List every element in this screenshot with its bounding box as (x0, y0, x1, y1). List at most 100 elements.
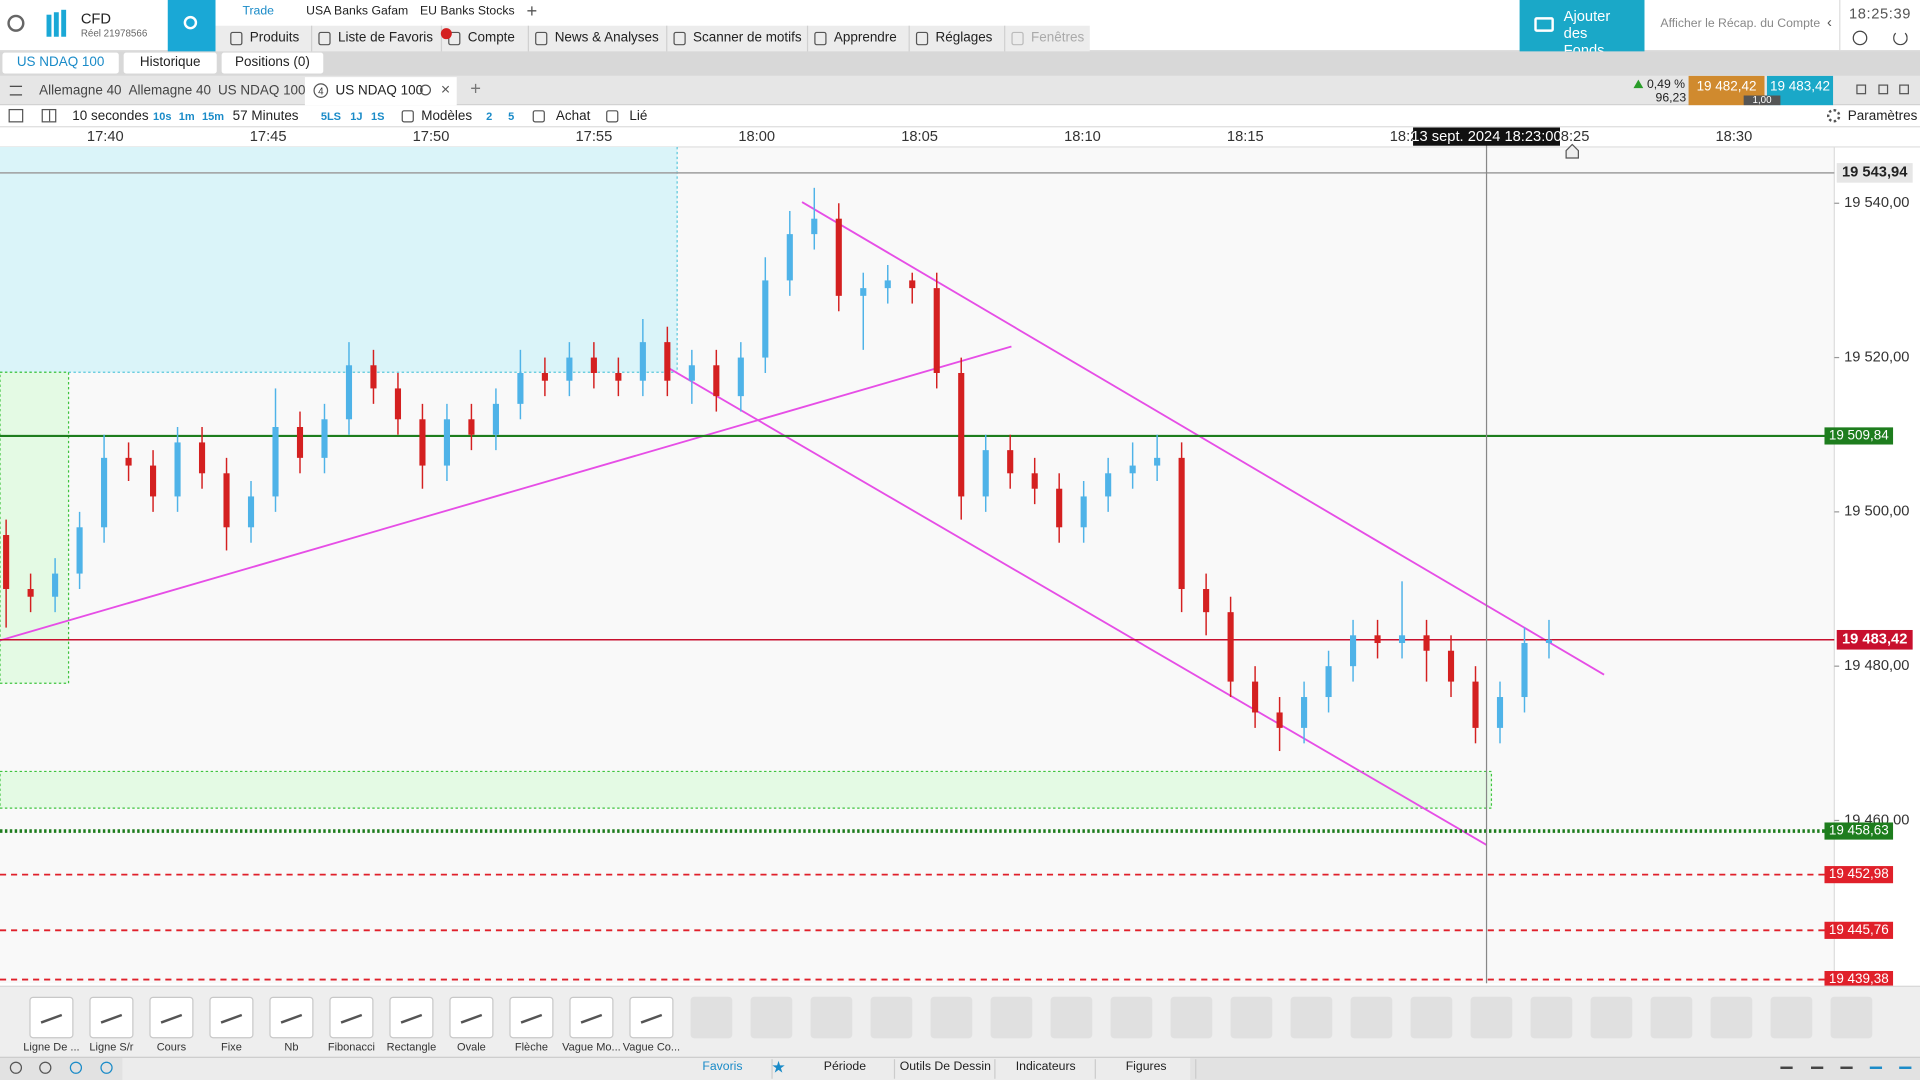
y-tick-label: 19 500,00 (1844, 504, 1909, 520)
user-icon[interactable] (7, 14, 25, 32)
bottom-icon[interactable] (100, 1061, 113, 1074)
candle-body (52, 573, 59, 597)
toolbar-item[interactable]: 5LS (320, 110, 342, 123)
tool-button[interactable] (449, 996, 494, 1039)
menu-item[interactable]: Liste de Favoris (337, 30, 434, 46)
chart-tab[interactable]: Allemagne 40 (128, 83, 211, 98)
top-tab[interactable]: USA Banks Gafam (306, 4, 409, 19)
zoom-icon[interactable] (1780, 1066, 1793, 1069)
toolbar-icon (532, 110, 545, 123)
candle-body (1105, 473, 1112, 497)
account-summary[interactable]: Afficher le Récap. du Compte (1660, 17, 1821, 31)
candle-body (394, 388, 402, 420)
add-funds-button[interactable]: Ajouter des Fonds (1519, 0, 1645, 59)
tool-button[interactable] (269, 996, 314, 1039)
toolbar-item[interactable]: 5 (508, 110, 515, 123)
sub-tab[interactable]: US NDAQ 100 (2, 52, 119, 74)
buy-button[interactable]: 19 483,42 (1766, 75, 1834, 106)
zone-rect (0, 371, 70, 684)
settings-icon[interactable] (1826, 108, 1841, 123)
zone-rect (0, 770, 1493, 809)
tool-button[interactable] (149, 996, 194, 1039)
tab-search[interactable] (420, 84, 432, 96)
bottom-icon[interactable] (69, 1061, 83, 1074)
zoom-icon[interactable] (1840, 1066, 1853, 1069)
tool-slot (1830, 996, 1873, 1039)
info-icon[interactable] (1852, 30, 1868, 46)
chart-tab-active[interactable] (304, 77, 457, 106)
tool-slot (810, 996, 853, 1039)
x-tick-label: 18:15 (1227, 129, 1264, 145)
tool-button[interactable] (629, 996, 674, 1039)
tool-button[interactable] (509, 996, 554, 1039)
hamburger[interactable] (9, 85, 23, 96)
bottom-tab[interactable]: Indicateurs (1015, 1060, 1076, 1074)
bottom-icon[interactable] (39, 1061, 52, 1074)
bottom-sep (1094, 1059, 1096, 1079)
toolbar-item[interactable]: Lié (629, 108, 648, 124)
zoom-icon[interactable] (1899, 1066, 1912, 1069)
tab-close[interactable]: × (440, 79, 451, 98)
menu-item[interactable]: Fenêtres (1031, 30, 1085, 46)
tool-button[interactable] (389, 996, 434, 1039)
chart-tab[interactable]: US NDAQ 100 (217, 83, 306, 98)
tool-button[interactable] (89, 996, 134, 1039)
trade-size[interactable]: 1,00 (1743, 95, 1781, 106)
toolbar-icon[interactable] (8, 108, 24, 123)
toolbar-item[interactable]: Achat (555, 108, 591, 124)
bottom-tab[interactable]: Figures (1125, 1060, 1167, 1074)
top-tab[interactable]: Trade (242, 4, 274, 19)
tool-button[interactable] (29, 996, 74, 1039)
tool-button[interactable] (569, 996, 614, 1039)
sell-button[interactable]: 19 482,42 (1688, 75, 1765, 106)
favorite-star[interactable]: ★ (771, 1057, 786, 1077)
settings-label[interactable]: Paramètres (1847, 108, 1918, 124)
toolbar-item[interactable]: 1J (350, 110, 363, 123)
x-tick-label: 17:40 (87, 129, 124, 145)
sub-tab[interactable]: Historique (123, 52, 217, 74)
candle-body (125, 457, 132, 466)
x-tick-label: 17:55 (575, 129, 612, 145)
price-level-tag (1824, 866, 1894, 884)
search-button[interactable] (167, 0, 216, 52)
toolbar-item[interactable]: 1m (178, 110, 195, 123)
menu-item[interactable]: Réglages (935, 30, 993, 46)
bottom-tab[interactable]: Favoris (702, 1060, 743, 1074)
chart-tab-name[interactable]: US NDAQ 100 (335, 83, 424, 98)
toolbar-item[interactable]: 57 Minutes (232, 108, 299, 124)
collapse-arrow[interactable]: ‹ (1826, 13, 1832, 31)
candle-body (713, 365, 720, 397)
zoom-icon[interactable] (1811, 1066, 1824, 1069)
menu-item[interactable]: Produits (249, 30, 300, 46)
window-icon[interactable] (1856, 84, 1867, 95)
sub-tab[interactable]: Positions (0) (221, 52, 324, 74)
top-tab[interactable]: EU Banks Stocks (420, 4, 515, 19)
tool-button[interactable] (329, 996, 374, 1039)
zoom-icon[interactable] (1869, 1066, 1883, 1069)
window-icon[interactable] (1878, 84, 1889, 95)
menu-item[interactable]: News & Analyses (554, 30, 659, 46)
toolbar-item[interactable]: 10 secondes (72, 108, 149, 124)
toolbar-item[interactable]: 15m (202, 110, 225, 123)
menu-item[interactable]: Compte (467, 30, 515, 46)
toolbar-icon[interactable] (41, 108, 57, 123)
add-tab[interactable]: + (526, 1, 538, 23)
candle-body (247, 496, 255, 528)
bottom-tab[interactable]: Période (823, 1060, 867, 1074)
tool-button[interactable] (209, 996, 254, 1039)
bottom-icon[interactable] (9, 1061, 23, 1074)
bottom-tab[interactable]: Outils De Dessin (899, 1060, 991, 1074)
toolbar-item[interactable]: 1S (371, 110, 385, 123)
chart-tab[interactable]: Allemagne 40 (39, 83, 122, 98)
tab-add[interactable]: + (470, 78, 481, 100)
toolbar-item[interactable]: Modèles (421, 108, 473, 124)
menu-item[interactable]: Scanner de motifs (693, 30, 802, 46)
power-icon[interactable] (1893, 30, 1908, 46)
toolbar-item[interactable]: 2 (486, 110, 493, 123)
window-icon[interactable] (1899, 84, 1909, 95)
tool-icon (220, 1013, 243, 1024)
menu-item[interactable]: Apprendre (833, 30, 897, 46)
tool-slot (1290, 996, 1333, 1039)
toolbar-item[interactable]: 10s (153, 110, 172, 123)
